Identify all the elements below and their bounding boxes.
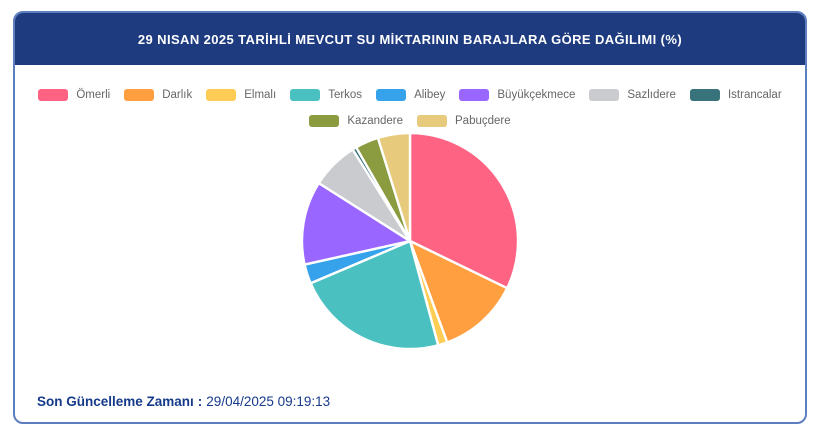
legend-label: Ömerli (76, 89, 111, 101)
last-update-separator: : (197, 394, 203, 409)
legend-item-darlik[interactable]: Darlık (124, 89, 192, 101)
pie-slice-buyukcekmece[interactable] (300, 181, 412, 266)
legend-swatch-icon (376, 89, 407, 101)
legend-item-pabucdere[interactable]: Pabuçdere (417, 115, 511, 127)
legend-swatch-icon (589, 89, 620, 101)
dashboard-card: 29 NISAN 2025 TARİHLİ MEVCUT SU MİKTARIN… (13, 11, 807, 424)
legend-swatch-icon (206, 89, 237, 101)
legend-label: Darlık (162, 89, 193, 101)
legend-item-elmali[interactable]: Elmalı (206, 89, 276, 101)
legend-swatch-icon (689, 89, 720, 101)
chart-title: 29 NISAN 2025 TARİHLİ MEVCUT SU MİKTARIN… (137, 31, 683, 47)
legend-swatch-icon (309, 115, 340, 127)
legend-item-istrancalar[interactable]: Istrancalar (689, 89, 782, 101)
legend-label: Istrancalar (727, 89, 782, 101)
legend-label: Sazlıdere (627, 89, 676, 101)
pie-chart (300, 131, 520, 351)
legend-label: Kazandere (347, 115, 403, 127)
legend-item-omerli[interactable]: Ömerli (38, 89, 110, 101)
pie-slice-terkos[interactable] (309, 239, 440, 351)
last-update: Son Güncelleme Zamanı:29/04/2025 09:19:1… (37, 394, 330, 409)
legend-swatch-icon (38, 89, 69, 101)
pie-slice-pabucdere[interactable] (376, 131, 412, 243)
pie-slice-darlik[interactable] (408, 239, 509, 344)
legend-label: Pabuçdere (455, 115, 511, 127)
last-update-value: 29/04/2025 09:19:13 (206, 394, 331, 409)
last-update-label: Son Güncelleme Zamanı (37, 394, 194, 409)
legend-swatch-icon (459, 89, 490, 101)
legend-label: Elmalı (244, 89, 277, 101)
legend-label: Büyükçekmece (497, 89, 576, 101)
legend-label: Terkos (328, 89, 363, 101)
legend-swatch-icon (124, 89, 155, 101)
chart-title-bar: 29 NISAN 2025 TARİHLİ MEVCUT SU MİKTARIN… (15, 13, 805, 65)
legend-item-alibey[interactable]: Alibey (376, 89, 445, 101)
legend-swatch-icon (290, 89, 321, 101)
legend-item-sazlidere[interactable]: Sazlıdere (589, 89, 676, 101)
pie-chart-svg (300, 131, 520, 351)
legend-swatch-icon (417, 115, 447, 127)
legend-item-kazandere[interactable]: Kazandere (309, 115, 403, 127)
legend-item-buyukcekmece[interactable]: Büyükçekmece (459, 89, 575, 101)
pie-slice-omerli[interactable] (408, 131, 520, 290)
legend-label: Alibey (414, 89, 446, 101)
chart-legend: Ömerli Darlık Elmalı Terkos Alibey Büyük… (20, 89, 800, 127)
legend-item-terkos[interactable]: Terkos (290, 89, 362, 101)
